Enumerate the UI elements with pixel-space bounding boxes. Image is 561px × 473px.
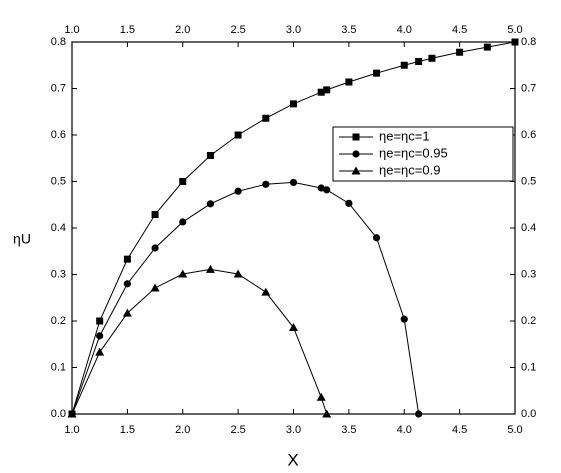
y-tick-label: 0.5: [51, 175, 66, 187]
marker: [150, 283, 160, 292]
marker: [179, 178, 187, 185]
x-tick-label-top: 2.5: [230, 24, 245, 36]
marker: [373, 69, 381, 77]
plot-frame: [71, 41, 516, 415]
marker: [483, 43, 491, 51]
marker: [262, 180, 270, 188]
marker: [151, 244, 159, 252]
series-line: [71, 181, 420, 415]
marker: [317, 88, 325, 96]
marker: [261, 287, 271, 296]
marker: [345, 199, 353, 207]
y-tick-label: 0.2: [51, 315, 66, 327]
marker: [179, 218, 187, 226]
y-tick-label-right: 0.7: [521, 82, 536, 94]
marker: [428, 54, 436, 62]
y-tick-label-right: 0.0: [521, 408, 536, 420]
y-tick-label: 0.7: [51, 82, 66, 94]
y-tick-label-right: 0.8: [521, 36, 536, 48]
y-tick-label-right: 0.3: [521, 268, 536, 280]
legend-label: ηe=ηc=1: [379, 128, 430, 143]
marker: [234, 131, 242, 139]
legend-label: ηe=ηc=0.95: [379, 145, 448, 160]
marker: [289, 178, 298, 187]
x-tick-label: 3.5: [341, 424, 356, 436]
x-tick-label: 4.5: [452, 424, 467, 436]
marker: [96, 332, 104, 340]
y-tick-label-right: 0.1: [521, 361, 536, 373]
marker: [352, 133, 360, 141]
marker: [290, 100, 297, 108]
x-tick-label-top: 3.5: [341, 24, 356, 36]
marker: [415, 58, 423, 66]
y-tick-label: 0.1: [51, 361, 66, 373]
marker: [400, 315, 408, 323]
y-tick-label: 0.8: [51, 36, 66, 48]
legend-label: ηe=ηc=0.9: [379, 162, 440, 177]
x-tick-label: 3.0: [286, 424, 301, 436]
y-tick-label: 0.0: [51, 408, 66, 420]
x-tick-label: 1.5: [120, 424, 135, 436]
y-axis-label: ηU: [13, 231, 31, 247]
marker: [206, 200, 215, 208]
marker: [262, 114, 270, 122]
x-tick-label: 4.0: [397, 424, 412, 436]
marker: [317, 184, 325, 192]
marker: [96, 317, 104, 325]
x-tick-label-top: 1.5: [120, 24, 135, 36]
marker: [323, 86, 331, 94]
marker: [205, 264, 215, 273]
x-tick-label-top: 4.0: [397, 24, 412, 36]
x-tick-label-top: 1.0: [64, 24, 79, 36]
x-tick-label-top: 5.0: [507, 24, 522, 36]
marker: [122, 308, 132, 317]
x-tick-label-top: 3.0: [286, 24, 301, 36]
y-tick-label: 0.6: [51, 129, 66, 141]
marker: [123, 280, 131, 288]
series-line: [71, 41, 516, 415]
y-tick-label-right: 0.6: [521, 129, 536, 141]
marker: [511, 38, 519, 46]
marker: [316, 392, 326, 401]
x-tick-label-top: 2.0: [175, 24, 190, 36]
series-line: [71, 268, 328, 415]
x-tick-label: 2.5: [230, 424, 245, 436]
x-tick-label: 5.0: [507, 424, 522, 436]
x-axis-label: X: [287, 450, 298, 469]
marker: [400, 61, 408, 69]
marker: [289, 323, 298, 332]
x-tick-label-top: 4.5: [452, 24, 467, 36]
marker: [234, 187, 242, 195]
marker: [352, 150, 360, 158]
marker: [351, 166, 361, 175]
marker: [67, 409, 77, 418]
marker: [415, 410, 423, 418]
marker: [372, 234, 381, 242]
marker: [95, 347, 105, 356]
y-tick-label-right: 0.5: [521, 175, 536, 187]
marker: [206, 151, 214, 159]
y-tick-label-right: 0.2: [521, 315, 536, 327]
x-tick-label: 1.0: [64, 424, 79, 436]
marker: [151, 211, 159, 219]
marker: [323, 186, 331, 194]
marker: [178, 269, 188, 278]
marker: [322, 409, 332, 418]
marker: [456, 48, 464, 56]
marker: [345, 78, 353, 86]
marker: [233, 269, 243, 278]
y-tick-label-right: 0.4: [521, 222, 536, 234]
x-tick-label: 2.0: [175, 424, 190, 436]
y-tick-label: 0.4: [51, 222, 66, 234]
y-tick-label: 0.3: [51, 268, 66, 280]
marker: [123, 255, 131, 263]
